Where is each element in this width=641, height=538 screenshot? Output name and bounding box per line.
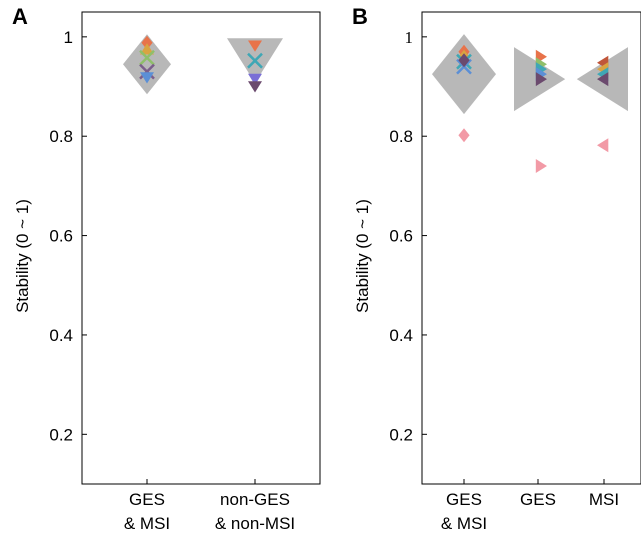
data-point xyxy=(140,43,154,55)
data-point xyxy=(140,72,154,84)
data-point xyxy=(597,138,609,153)
panel-letter-b: B xyxy=(352,4,368,29)
category-label: GES xyxy=(520,490,556,509)
category-label: & MSI xyxy=(441,514,487,533)
data-point xyxy=(247,52,263,69)
y-tick-label: 0.4 xyxy=(389,326,413,345)
data-point xyxy=(248,81,262,93)
y-tick-label: 0.8 xyxy=(389,127,413,146)
y-tick-label: 0.4 xyxy=(49,326,73,345)
data-point xyxy=(248,73,262,85)
y-tick-label: 0.2 xyxy=(389,425,413,444)
data-point xyxy=(535,159,547,173)
category-label: non-GES xyxy=(220,490,290,509)
y-tick-label: 1 xyxy=(405,28,414,47)
y-tick-label: 0.6 xyxy=(49,227,73,246)
data-point xyxy=(458,128,470,143)
category-label: GES xyxy=(446,490,482,509)
y-tick-label: 0.6 xyxy=(389,227,413,246)
data-point xyxy=(248,40,262,52)
plot-frame xyxy=(81,11,321,485)
y-axis-label: Stability (0 ~ 1) xyxy=(353,199,372,313)
panel-b: 0.2 0.4 0.6 0.8 1 Stability (0 ~ 1) GES & MSI GE… xyxy=(353,11,641,533)
summary-marker xyxy=(432,34,496,115)
data-point xyxy=(597,72,609,87)
y-tick-label: 0.2 xyxy=(49,425,73,444)
y-axis-label: Stability (0 ~ 1) xyxy=(13,199,32,313)
category-label: MSI xyxy=(589,490,619,509)
y-tick-label: 1 xyxy=(64,28,73,47)
data-point xyxy=(139,63,155,80)
data-point xyxy=(139,49,155,66)
data-point xyxy=(458,53,470,68)
panel-a: 0.2 0.4 0.6 0.8 1 Stability (0 ~ 1) GES & MSI no… xyxy=(13,11,321,533)
data-point xyxy=(535,72,547,87)
panel-letter-a: A xyxy=(12,4,28,29)
category-label: & MSI xyxy=(124,514,170,533)
y-tick-label: 0.8 xyxy=(49,127,73,146)
data-point xyxy=(141,35,153,50)
category-label: & non-MSI xyxy=(215,514,295,533)
summary-marker xyxy=(123,34,171,95)
category-label: GES xyxy=(129,490,165,509)
plot-frame xyxy=(421,11,641,485)
